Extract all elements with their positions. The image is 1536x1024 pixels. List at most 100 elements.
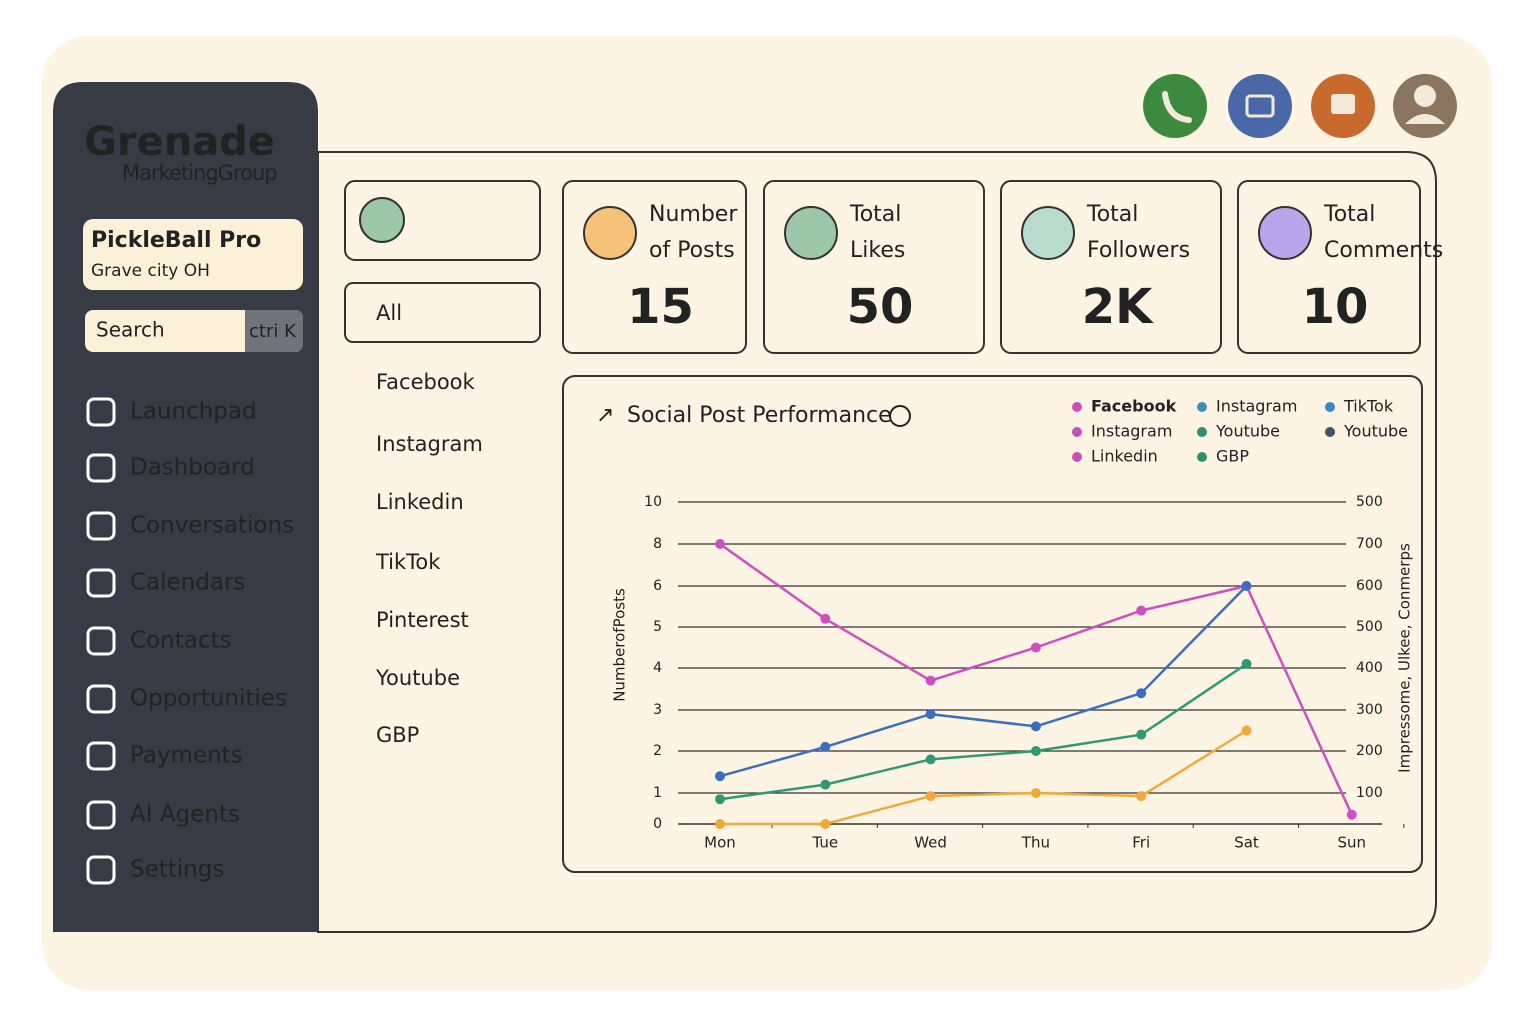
data-point: [1241, 581, 1252, 591]
nav-item[interactable]: AI Agents: [130, 802, 240, 828]
data-point: [925, 754, 936, 765]
y2-tick-label: 600: [1356, 578, 1383, 594]
y2-tick-label: 100: [1356, 785, 1383, 801]
legend-swatch: [1325, 427, 1335, 437]
data-point: [1030, 642, 1041, 653]
nav-item[interactable]: Conversations: [130, 513, 294, 539]
y-axis-label: NumberofPosts: [611, 588, 629, 702]
data-point: [820, 779, 831, 790]
data-point: [1030, 746, 1041, 756]
legend-label: Youtube: [1343, 422, 1408, 441]
data-point: [820, 819, 831, 829]
data-point: [1346, 809, 1357, 820]
y-tick-label: 8: [653, 536, 662, 552]
stat-value: 50: [847, 279, 914, 335]
filter-item[interactable]: Facebook: [376, 370, 476, 394]
nav-item[interactable]: Calendars: [130, 570, 245, 596]
data-point: [1241, 658, 1252, 669]
legend-label: Instagram: [1091, 422, 1172, 441]
legend-label: Instagram: [1216, 397, 1297, 416]
data-point: [1136, 688, 1147, 699]
x-tick-label: Sun: [1338, 834, 1367, 852]
nav-icon: [86, 684, 116, 714]
nav-item[interactable]: Payments: [130, 743, 243, 769]
filter-item[interactable]: Instagram: [376, 432, 483, 456]
stat-label: Total: [1323, 202, 1375, 227]
nav-item[interactable]: Dashboard: [130, 455, 255, 481]
trend-icon: ↗: [596, 403, 614, 428]
nav-item[interactable]: Settings: [130, 857, 224, 883]
data-point: [715, 794, 725, 805]
nav-icon: [86, 626, 116, 656]
data-point: [1030, 788, 1041, 798]
mail-icon: [1245, 94, 1275, 118]
filter-item[interactable]: GBP: [376, 723, 419, 747]
nav-icon: [86, 397, 116, 427]
nav-icon: [86, 453, 116, 483]
y-tick-label: 5: [653, 619, 662, 635]
legend-swatch: [1072, 427, 1082, 437]
y2-tick-label: 400: [1356, 660, 1383, 676]
stat-label: Number: [649, 202, 738, 227]
legend-swatch: [1197, 452, 1207, 462]
nav-icon: [86, 568, 116, 598]
y2-tick-label: 300: [1356, 702, 1383, 718]
y-tick-label: 3: [653, 702, 662, 718]
nav-icon: [86, 511, 116, 541]
nav-item[interactable]: Opportunities: [130, 686, 287, 712]
account-location: Grave city OH: [91, 261, 210, 281]
chart-title: Social Post Performance: [627, 403, 892, 428]
y2-axis-label: Impressome, Ulkee, Conmerps: [1396, 543, 1414, 773]
filter-item[interactable]: All: [376, 301, 402, 325]
account-card[interactable]: [83, 219, 303, 290]
stat-icon: [583, 206, 637, 260]
legend-label: Facebook: [1091, 397, 1177, 416]
nav-icon: [86, 855, 116, 885]
x-tick-label: Tue: [811, 834, 838, 852]
data-point: [925, 791, 936, 802]
nav-icon: [86, 800, 116, 830]
mail-button[interactable]: [1228, 74, 1292, 138]
legend-swatch: [1197, 427, 1207, 437]
y-tick-label: 0: [653, 816, 662, 832]
filter-icon[interactable]: [359, 197, 405, 243]
stat-value: 10: [1302, 279, 1369, 335]
y2-tick-label: 700: [1356, 536, 1383, 552]
series-line: [720, 729, 1248, 826]
nav-item[interactable]: Contacts: [130, 628, 231, 654]
legend-swatch: [1072, 452, 1082, 462]
phone-icon: [1162, 91, 1192, 123]
chat-icon: [1331, 94, 1355, 114]
search-label: Search: [96, 318, 165, 342]
call-button[interactable]: [1143, 74, 1207, 138]
nav-item[interactable]: Launchpad: [130, 399, 257, 425]
y2-tick-label: 200: [1356, 743, 1383, 759]
y2-tick-label: 500: [1356, 494, 1383, 510]
y-tick-label: 1: [653, 785, 662, 801]
filter-item[interactable]: Youtube: [375, 666, 460, 690]
chart-card: [562, 375, 1423, 873]
legend-label: GBP: [1216, 447, 1249, 466]
filter-all-box[interactable]: [344, 282, 541, 343]
data-point: [820, 741, 831, 752]
shortcut-badge: [245, 310, 303, 352]
y-tick-label: 10: [644, 494, 662, 510]
filter-item[interactable]: TikTok: [375, 550, 441, 574]
stat-label: Followers: [1087, 238, 1190, 263]
legend-swatch: [1325, 402, 1335, 412]
brand-sub: MarketingGroup: [122, 161, 277, 185]
stat-label: Comments: [1324, 238, 1443, 263]
x-tick-label: Mon: [704, 834, 736, 852]
x-tick-label: Wed: [914, 834, 947, 852]
filter-item[interactable]: Pinterest: [376, 608, 469, 632]
series-line: [719, 662, 1248, 801]
brand-name: Grenade: [84, 119, 275, 165]
profile-icon: [1414, 85, 1436, 107]
filter-item[interactable]: Linkedin: [376, 490, 464, 514]
search-shortcut: ctri K: [249, 321, 297, 342]
data-point: [925, 675, 936, 686]
series-line: [719, 585, 1248, 778]
account-name: PickleBall Pro: [91, 228, 261, 253]
info-icon[interactable]: [889, 405, 911, 427]
legend-swatch: [1197, 402, 1207, 412]
